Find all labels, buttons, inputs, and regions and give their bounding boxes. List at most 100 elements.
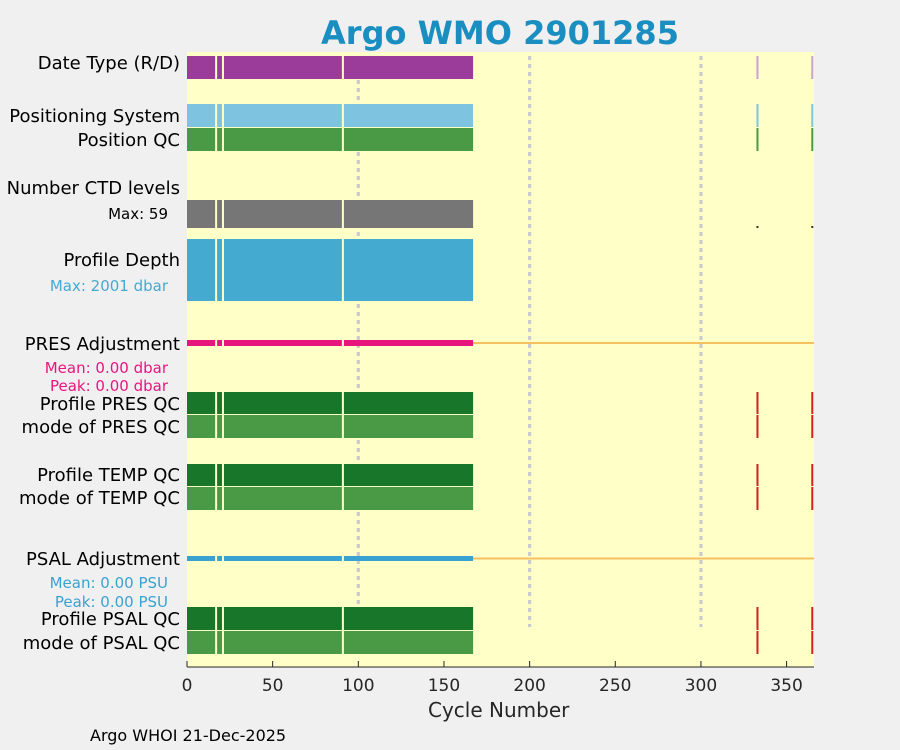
gap-position_qc-21: [221, 128, 224, 151]
gap-profile_temp_qc-91: [341, 464, 344, 486]
row-label-pres_adj: PRES Adjustment: [25, 334, 180, 355]
gap-positioning-91: [341, 104, 344, 127]
gap-mode_temp_qc-17: [215, 487, 218, 510]
gap-profile_temp_qc-21: [221, 464, 224, 486]
late-marker-mode_psal_qc-365: [811, 631, 814, 654]
gap-profile_psal_qc-21: [221, 607, 224, 630]
x-tick-label-350: 350: [770, 676, 802, 696]
gap-psal_adj-17: [215, 556, 218, 561]
row-sublabel2-pres_adj: Peak: 0.00 dbar: [50, 377, 169, 395]
row-bar-positioning: [187, 104, 474, 127]
late-marker-profile_temp_qc-365: [811, 464, 814, 486]
gap-pres_adj-17: [215, 340, 218, 346]
ctd-dot-333: [756, 226, 759, 228]
late-marker-position_qc-365: [811, 128, 814, 151]
row-label-profile_pres_qc: Profile PRES QC: [40, 394, 180, 415]
late-marker-profile_psal_qc-365: [811, 607, 814, 630]
gap-date_type-17: [215, 56, 218, 79]
x-tick-label-100: 100: [342, 676, 374, 696]
gap-profile_pres_qc-91: [341, 392, 344, 414]
row-bar-profile_depth: [187, 239, 474, 301]
late-marker-position_qc-333: [756, 128, 759, 151]
x-tick-label-250: 250: [599, 676, 631, 696]
row-label-profile_psal_qc: Profile PSAL QC: [41, 609, 180, 630]
gap-pres_adj-91: [341, 340, 344, 346]
late-marker-mode_pres_qc-333: [756, 415, 759, 438]
gap-positioning-17: [215, 104, 218, 127]
row-label-ctd_levels: Number CTD levels: [7, 178, 180, 199]
row-bar-mode_pres_qc: [187, 415, 474, 438]
row-bar-profile_psal_qc: [187, 607, 474, 630]
row-label-psal_adj: PSAL Adjustment: [26, 549, 180, 570]
gap-position_qc-91: [341, 128, 344, 151]
footer-text: Argo WHOI 21-Dec-2025: [90, 726, 286, 745]
x-tick-label-0: 0: [182, 676, 193, 696]
gap-ctd_levels-91: [341, 200, 344, 228]
row-bar-profile_temp_qc: [187, 464, 474, 486]
gap-profile_depth-21: [221, 239, 224, 301]
row-bar-mode_temp_qc: [187, 487, 474, 510]
x-axis: 0 50 100 150 200 250 300 350: [182, 661, 814, 696]
gap-profile_temp_qc-17: [215, 464, 218, 486]
gap-mode_pres_qc-21: [221, 415, 224, 438]
gap-positioning-21: [221, 104, 224, 127]
late-marker-mode_temp_qc-333: [756, 487, 759, 510]
x-tick-label-200: 200: [513, 676, 545, 696]
row-label-mode_psal_qc: mode of PSAL QC: [23, 633, 180, 654]
late-marker-mode_pres_qc-365: [811, 415, 814, 438]
adjustment-bar-psal_adj: [187, 556, 474, 561]
gap-mode_pres_qc-91: [341, 415, 344, 438]
row-label-position_qc: Position QC: [77, 130, 180, 151]
gap-pres_adj-21: [221, 340, 224, 346]
late-marker-profile_psal_qc-333: [756, 607, 759, 630]
gap-profile_pres_qc-17: [215, 392, 218, 414]
gap-mode_psal_qc-17: [215, 631, 218, 654]
late-marker-date_type-365: [811, 56, 814, 79]
row-bar-position_qc: [187, 128, 474, 151]
row-labels: Date Type (R/D) Positioning System Positio…: [7, 53, 180, 654]
row-bar-ctd_levels: [187, 200, 474, 228]
row-label-positioning: Positioning System: [9, 106, 180, 127]
row-bar-mode_psal_qc: [187, 631, 474, 654]
row-bar-date_type: [187, 56, 474, 79]
row-sublabel2-psal_adj: Peak: 0.00 PSU: [55, 593, 168, 611]
gap-profile_depth-17: [215, 239, 218, 301]
gap-mode_temp_qc-21: [221, 487, 224, 510]
late-marker-positioning-333: [756, 104, 759, 127]
row-label-mode_pres_qc: mode of PRES QC: [22, 417, 180, 438]
late-marker-positioning-365: [811, 104, 814, 127]
gap-profile_psal_qc-17: [215, 607, 218, 630]
adjustment-bar-pres_adj: [187, 340, 474, 346]
row-label-mode_temp_qc: mode of TEMP QC: [19, 488, 180, 509]
gap-ctd_levels-21: [221, 200, 224, 228]
row-sublabel-pres_adj: Mean: 0.00 dbar: [45, 359, 169, 377]
late-marker-date_type-333: [756, 56, 759, 79]
plot-background: [187, 52, 814, 667]
late-marker-mode_temp_qc-365: [811, 487, 814, 510]
chart-title: Argo WMO 2901285: [321, 14, 679, 52]
gap-date_type-91: [341, 56, 344, 79]
gap-psal_adj-91: [341, 556, 344, 561]
gap-ctd_levels-17: [215, 200, 218, 228]
row-sublabel-ctd_levels: Max: 59: [108, 205, 168, 223]
row-label-profile_depth: Profile Depth: [63, 250, 180, 271]
gap-position_qc-17: [215, 128, 218, 151]
gap-mode_pres_qc-17: [215, 415, 218, 438]
gap-profile_depth-91: [341, 239, 344, 301]
gap-profile_psal_qc-91: [341, 607, 344, 630]
gap-mode_psal_qc-91: [341, 631, 344, 654]
row-sublabel-psal_adj: Mean: 0.00 PSU: [50, 574, 168, 592]
late-marker-profile_pres_qc-365: [811, 392, 814, 414]
gap-mode_psal_qc-21: [221, 631, 224, 654]
x-tick-label-300: 300: [685, 676, 717, 696]
row-label-date_type: Date Type (R/D): [38, 53, 180, 74]
x-tick-label-150: 150: [428, 676, 460, 696]
row-sublabel-profile_depth: Max: 2001 dbar: [50, 277, 169, 295]
row-bar-profile_pres_qc: [187, 392, 474, 414]
x-axis-label: Cycle Number: [428, 698, 570, 722]
gap-psal_adj-21: [221, 556, 224, 561]
gap-mode_temp_qc-91: [341, 487, 344, 510]
gap-profile_pres_qc-21: [221, 392, 224, 414]
ctd-dot-365: [811, 226, 814, 228]
